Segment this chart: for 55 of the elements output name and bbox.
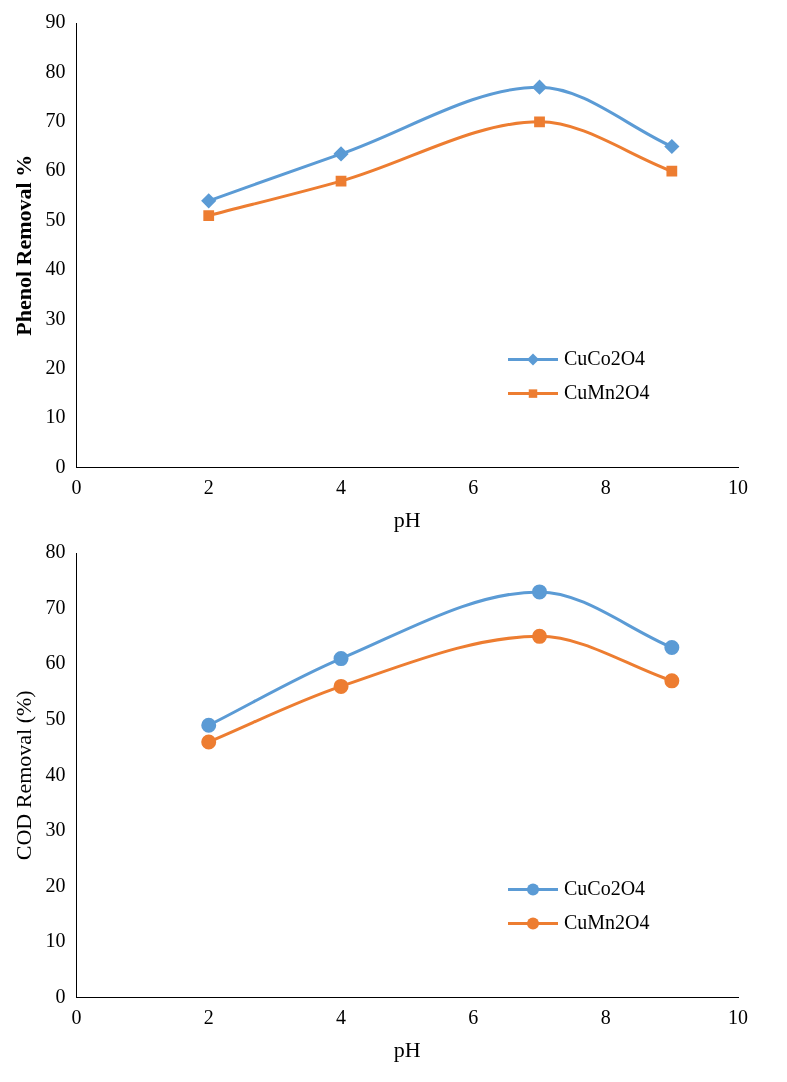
- y-tick-label: 30: [45, 818, 66, 841]
- point: [532, 80, 547, 95]
- point: [334, 146, 349, 161]
- y-tick-label: 90: [45, 10, 66, 33]
- point: [664, 639, 680, 655]
- x-tick-label: 6: [468, 475, 479, 498]
- legend-label: CuCo2O4: [564, 876, 646, 899]
- point: [534, 116, 545, 128]
- point: [333, 651, 349, 667]
- x-tick-label: 6: [468, 1005, 479, 1028]
- y-tick-label: 10: [45, 405, 66, 428]
- y-tick-label: 10: [45, 929, 66, 952]
- point: [666, 165, 678, 177]
- y-tick-label: 20: [45, 873, 66, 896]
- point: [201, 717, 217, 733]
- point: [532, 628, 548, 644]
- y-tick-label: 30: [45, 306, 66, 329]
- x-tick-label: 4: [336, 1005, 347, 1028]
- y-tick-label: 0: [55, 984, 66, 1007]
- x-tick-label: 8: [600, 1005, 611, 1028]
- x-tick-label: 0: [71, 475, 82, 498]
- point: [664, 139, 679, 154]
- x-axis-title: pH: [393, 506, 421, 532]
- y-tick-label: 20: [45, 356, 66, 379]
- point: [664, 673, 680, 689]
- x-tick-label: 0: [71, 1005, 82, 1028]
- y-tick-label: 50: [45, 706, 66, 729]
- x-axis-title: pH: [393, 1036, 421, 1062]
- y-axis-title: Phenol Removal %: [10, 154, 36, 336]
- y-tick-label: 80: [45, 59, 66, 82]
- y-tick-label: 70: [45, 109, 66, 132]
- point: [335, 175, 347, 187]
- y-tick-label: 80: [45, 540, 66, 563]
- legend-label: CuMn2O4: [564, 910, 650, 933]
- point: [201, 734, 217, 750]
- y-tick-label: 70: [45, 595, 66, 618]
- point: [203, 210, 215, 222]
- x-tick-label: 10: [728, 1005, 748, 1028]
- x-tick-label: 2: [203, 1005, 214, 1028]
- y-tick-label: 0: [55, 454, 66, 477]
- y-tick-label: 60: [45, 651, 66, 674]
- legend-label: CuMn2O4: [564, 380, 650, 403]
- x-tick-label: 10: [728, 475, 748, 498]
- y-tick-label: 50: [45, 207, 66, 230]
- legend-label: CuCo2O4: [564, 346, 646, 369]
- point: [201, 193, 216, 208]
- point: [333, 678, 349, 694]
- y-tick-label: 40: [45, 257, 66, 280]
- x-tick-label: 8: [600, 475, 611, 498]
- y-axis-title: COD Removal (%): [10, 690, 36, 861]
- y-tick-label: 60: [45, 158, 66, 181]
- point: [532, 584, 548, 600]
- x-tick-label: 2: [203, 475, 214, 498]
- x-tick-label: 4: [336, 475, 347, 498]
- y-tick-label: 40: [45, 762, 66, 785]
